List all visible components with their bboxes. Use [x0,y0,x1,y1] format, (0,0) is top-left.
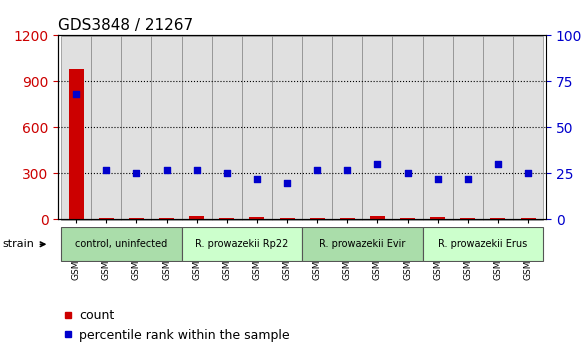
Text: R. prowazekii Erus: R. prowazekii Erus [438,239,528,249]
Point [493,161,503,167]
FancyBboxPatch shape [332,36,363,220]
FancyBboxPatch shape [453,36,483,220]
FancyBboxPatch shape [272,36,302,220]
Point [433,176,442,182]
FancyBboxPatch shape [422,227,543,261]
Text: strain: strain [3,239,45,249]
Bar [430,217,445,219]
Point [463,176,472,182]
Bar [129,218,144,219]
FancyBboxPatch shape [302,36,332,220]
FancyBboxPatch shape [91,36,121,220]
Bar [159,218,174,219]
Bar [460,218,475,219]
Bar [310,218,325,219]
Point [373,161,382,167]
Bar [490,218,505,219]
Point [192,167,202,173]
FancyBboxPatch shape [61,36,91,220]
Bar [370,216,385,219]
Legend: count, percentile rank within the sample: count, percentile rank within the sample [58,304,295,347]
FancyBboxPatch shape [422,36,453,220]
Point [162,167,171,173]
FancyBboxPatch shape [363,36,393,220]
FancyBboxPatch shape [182,227,302,261]
Point [71,91,81,97]
FancyBboxPatch shape [302,227,422,261]
Bar [189,216,204,219]
Point [102,167,111,173]
FancyBboxPatch shape [483,36,513,220]
FancyBboxPatch shape [182,36,211,220]
Bar [99,218,114,219]
Point [222,171,231,176]
FancyBboxPatch shape [393,36,422,220]
Point [523,171,533,176]
Point [132,171,141,176]
Bar [249,217,264,219]
Bar [69,69,84,219]
Bar [400,218,415,219]
Text: GDS3848 / 21267: GDS3848 / 21267 [58,18,193,33]
Point [252,176,261,182]
Text: R. prowazekii Rp22: R. prowazekii Rp22 [195,239,289,249]
FancyBboxPatch shape [121,36,152,220]
Point [343,167,352,173]
Bar [219,218,234,219]
Text: control, uninfected: control, uninfected [75,239,167,249]
Point [403,171,412,176]
Bar [279,218,295,219]
Point [282,180,292,185]
Bar [521,218,536,219]
FancyBboxPatch shape [61,227,182,261]
FancyBboxPatch shape [513,36,543,220]
FancyBboxPatch shape [242,36,272,220]
FancyBboxPatch shape [152,36,182,220]
Text: R. prowazekii Evir: R. prowazekii Evir [319,239,406,249]
Bar [340,218,355,219]
FancyBboxPatch shape [211,36,242,220]
Point [313,167,322,173]
